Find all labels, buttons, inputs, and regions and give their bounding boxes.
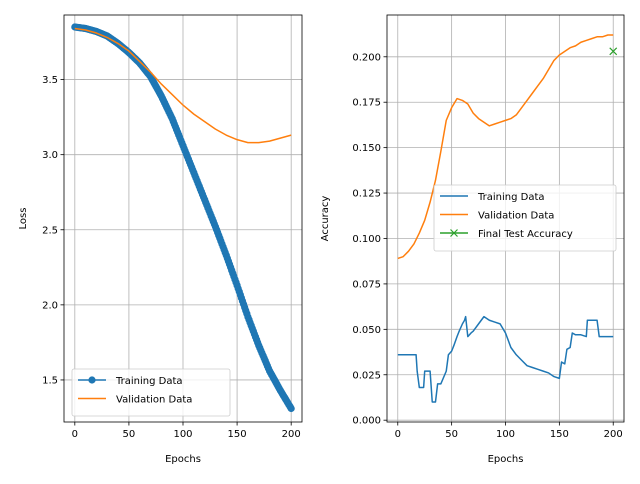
y-axis-label: Loss bbox=[18, 208, 29, 230]
x-axis-label: Epochs bbox=[165, 454, 201, 465]
legend-label: Training Data bbox=[477, 192, 545, 203]
x-tick-label: 200 bbox=[282, 429, 301, 440]
y-tick-label: 0.000 bbox=[352, 416, 381, 427]
legend-box bbox=[71, 368, 231, 417]
legend: Training Data Validation Data Final Test A… bbox=[433, 184, 617, 252]
x-tick-label: 150 bbox=[550, 429, 569, 440]
y-tick-label: 1.5 bbox=[42, 375, 58, 386]
y-tick-label: 3.0 bbox=[42, 150, 58, 161]
y-tick-label: 0.050 bbox=[352, 325, 381, 336]
y-tick-label: 0.150 bbox=[352, 143, 381, 154]
legend-entry: Training Data bbox=[440, 192, 545, 203]
y-tick-label: 2.0 bbox=[42, 300, 58, 311]
marker-stroke bbox=[609, 47, 618, 56]
y-tick-label: 0.125 bbox=[352, 189, 381, 200]
series-line bbox=[74, 27, 292, 144]
data-point-x-marker bbox=[609, 47, 618, 56]
legend-label: Validation Data bbox=[478, 211, 554, 222]
y-tick-label: 0.075 bbox=[352, 279, 381, 290]
x-tick-label: 0 bbox=[395, 429, 401, 440]
y-tick-label: 0.100 bbox=[352, 234, 381, 245]
panel-1: 0 50 100 150 200 1.5 2.0 2.5 3.0 3.5 Epochs Loss Tra… bbox=[18, 14, 303, 465]
legend-marker bbox=[450, 229, 458, 237]
legend-marker bbox=[88, 376, 96, 384]
legend-entry: Validation Data bbox=[440, 211, 554, 222]
y-tick-label: 0.175 bbox=[352, 98, 381, 109]
x-tick-label: 50 bbox=[123, 429, 136, 440]
series-validation-data bbox=[74, 27, 292, 144]
x-tick-label: 50 bbox=[445, 429, 458, 440]
legend-label: Validation Data bbox=[116, 395, 192, 406]
y-tick-label: 3.5 bbox=[42, 75, 58, 86]
series-final-test-accuracy bbox=[609, 47, 618, 56]
legend-label: Training Data bbox=[115, 376, 183, 387]
legend-box bbox=[433, 184, 617, 252]
x-tick-label: 200 bbox=[604, 429, 623, 440]
legend-entry: Validation Data bbox=[78, 395, 192, 406]
x-axis-label: Epochs bbox=[488, 454, 524, 465]
legend-entry: Final Test Accuracy bbox=[440, 229, 573, 240]
y-tick-label: 0.200 bbox=[352, 52, 381, 63]
y-tick-label: 0.025 bbox=[352, 370, 381, 381]
data-point bbox=[287, 404, 295, 413]
series-training-data bbox=[397, 315, 614, 403]
x-tick-label: 100 bbox=[173, 429, 192, 440]
y-axis-label: Accuracy bbox=[320, 196, 331, 242]
x-tick-label: 0 bbox=[72, 429, 78, 440]
x-tick-label: 100 bbox=[496, 429, 515, 440]
series-line bbox=[397, 315, 614, 403]
legend-label: Final Test Accuracy bbox=[478, 229, 573, 240]
series-training-data bbox=[71, 23, 295, 413]
legend: Training Data Validation Data bbox=[71, 368, 231, 417]
x-tick-label: 150 bbox=[228, 429, 247, 440]
panel-2: 0 50 100 150 200 0.000 0.025 0.050 0.075 0.100 0.1… bbox=[320, 14, 625, 465]
y-tick-label: 2.5 bbox=[42, 225, 58, 236]
legend-entry: Training Data bbox=[78, 376, 183, 387]
